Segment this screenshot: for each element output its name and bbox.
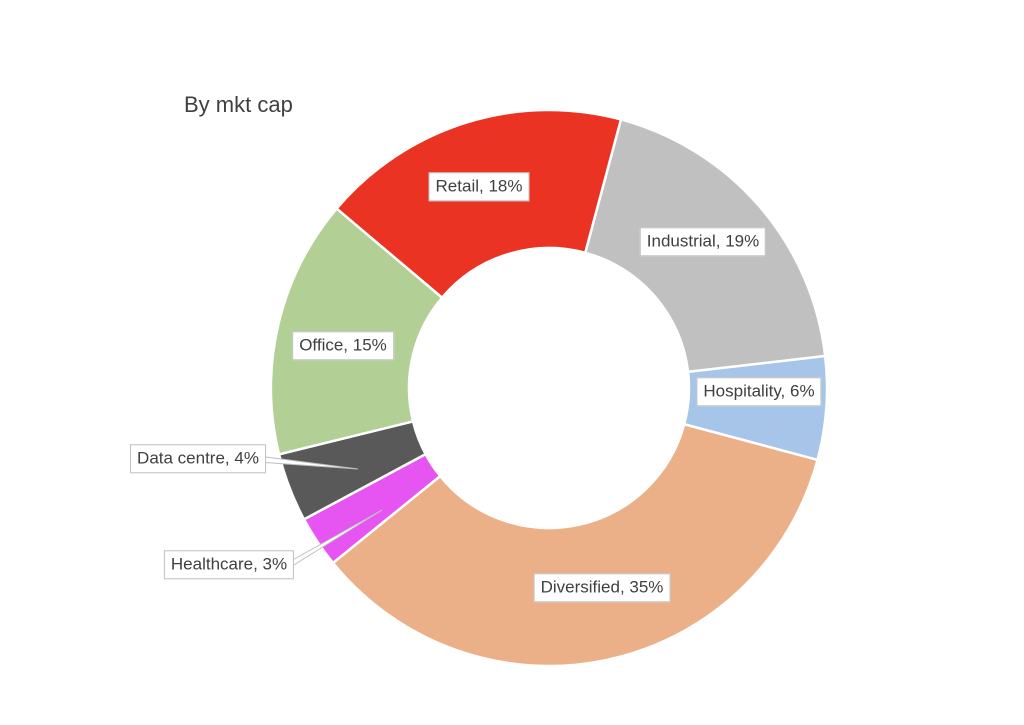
data-label-healthcare: Healthcare, 3%	[163, 550, 295, 580]
data-label-data-centre: Data centre, 4%	[130, 444, 266, 474]
data-label-office: Office, 15%	[292, 331, 394, 361]
data-label-diversified: Diversified, 35%	[533, 573, 671, 603]
chart-title: By mkt cap	[184, 92, 293, 117]
slice-retail	[334, 108, 623, 300]
data-label-hospitality: Hospitality, 6%	[696, 377, 822, 407]
data-label-industrial: Industrial, 19%	[639, 227, 767, 257]
slice-diversified	[331, 422, 820, 668]
data-label-retail: Retail, 18%	[428, 172, 530, 202]
